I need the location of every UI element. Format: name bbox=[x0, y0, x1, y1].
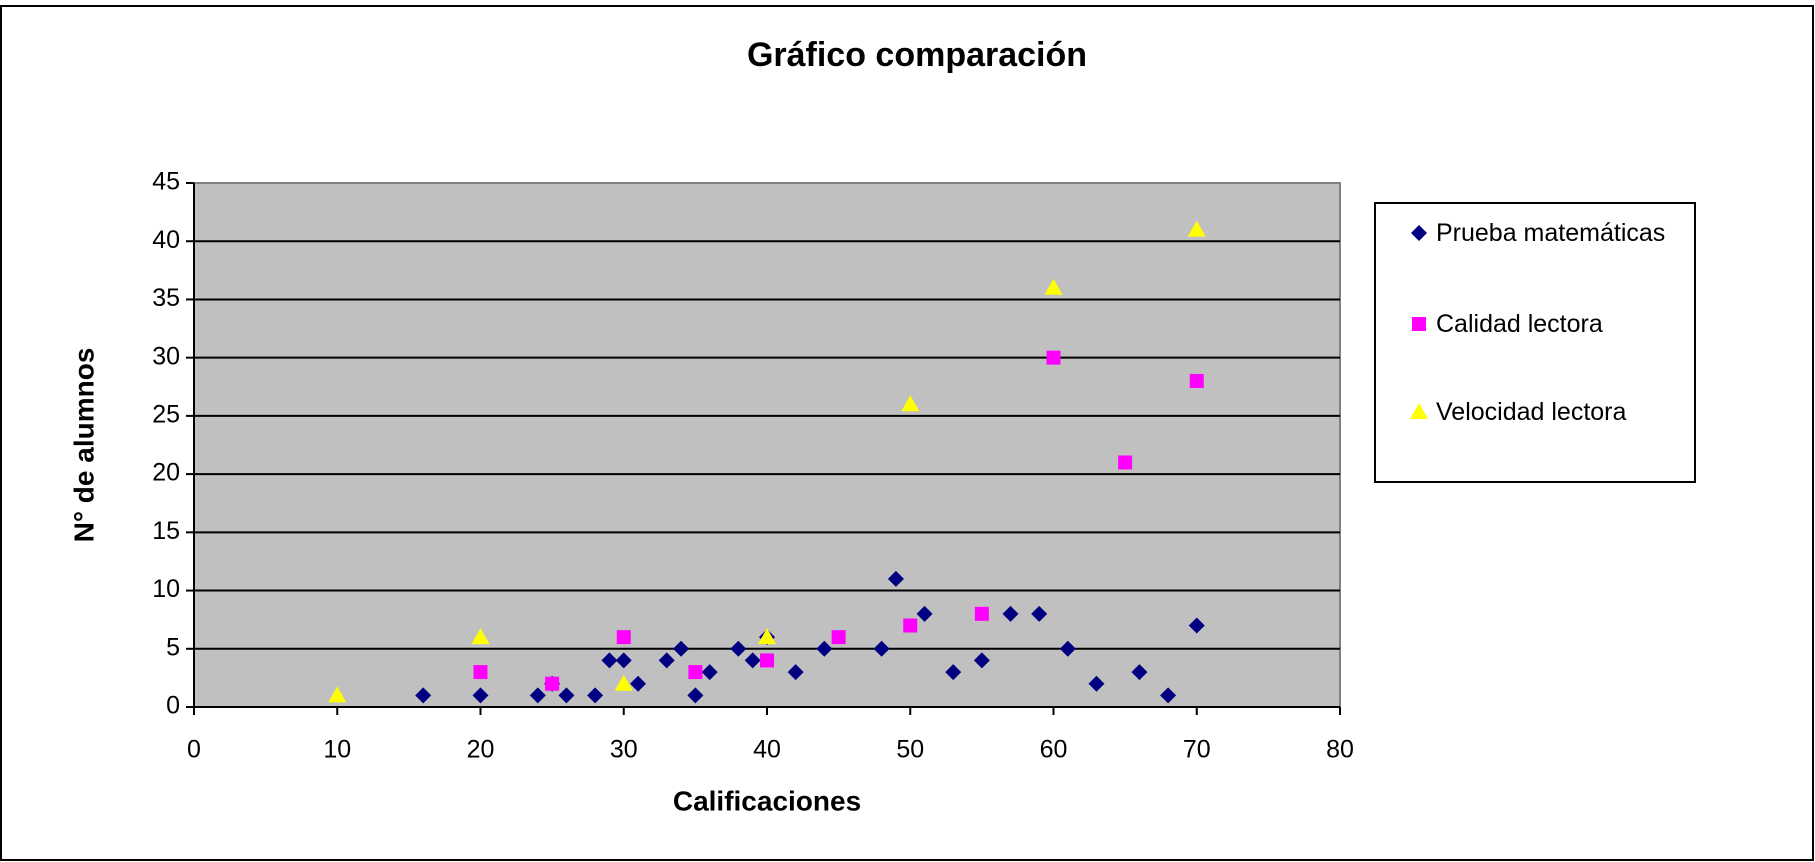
point bbox=[903, 618, 918, 633]
point bbox=[1131, 664, 1148, 681]
point bbox=[1046, 350, 1061, 365]
plot-area bbox=[193, 182, 1341, 708]
point bbox=[1118, 455, 1133, 470]
point bbox=[328, 686, 347, 703]
legend-label: Velocidad lectora bbox=[1436, 398, 1627, 426]
point bbox=[1160, 687, 1177, 704]
point bbox=[616, 630, 631, 645]
point bbox=[1189, 373, 1204, 388]
legend-entry: Velocidad lectora bbox=[1436, 398, 1627, 426]
point bbox=[687, 687, 704, 704]
point bbox=[688, 665, 703, 680]
x-tick-label: 50 bbox=[896, 736, 924, 764]
y-tick-label: 25 bbox=[152, 400, 180, 428]
legend bbox=[1374, 202, 1696, 483]
x-tick-label: 80 bbox=[1326, 736, 1354, 764]
point bbox=[916, 605, 933, 622]
y-tick-label: 0 bbox=[166, 692, 180, 720]
y-tick-label: 5 bbox=[166, 633, 180, 661]
point bbox=[545, 676, 560, 691]
legend-label: Prueba matemáticas bbox=[1436, 219, 1666, 247]
x-tick-label: 70 bbox=[1183, 736, 1211, 764]
x-tick-label: 40 bbox=[753, 736, 781, 764]
point bbox=[974, 606, 989, 621]
legend-marker bbox=[1410, 403, 1428, 419]
x-tick-label: 30 bbox=[610, 736, 638, 764]
legend-marker bbox=[1412, 317, 1426, 331]
x-tick-label: 10 bbox=[323, 736, 351, 764]
point bbox=[816, 640, 833, 657]
legend-entry: Prueba matemáticas bbox=[1436, 219, 1666, 247]
point bbox=[760, 653, 774, 668]
point bbox=[615, 652, 632, 669]
y-tick-label: 40 bbox=[152, 226, 180, 254]
chart-title: Gráfico comparación bbox=[747, 36, 1087, 74]
point bbox=[472, 687, 489, 704]
point bbox=[558, 687, 575, 704]
y-axis-label: N° de alumnos bbox=[68, 348, 99, 543]
point bbox=[673, 640, 690, 657]
y-tick-label: 45 bbox=[152, 168, 180, 196]
point bbox=[473, 665, 488, 680]
point bbox=[873, 640, 890, 657]
x-tick-label: 60 bbox=[1040, 736, 1068, 764]
point bbox=[658, 652, 675, 669]
legend-entry: Calidad lectora bbox=[1436, 310, 1603, 338]
x-tick-label: 0 bbox=[187, 736, 201, 764]
point bbox=[587, 687, 604, 704]
y-tick-label: 15 bbox=[152, 517, 180, 545]
point bbox=[1031, 605, 1048, 622]
point bbox=[614, 674, 633, 691]
point bbox=[887, 570, 904, 587]
point bbox=[601, 652, 618, 669]
point bbox=[945, 664, 962, 681]
legend-label: Calidad lectora bbox=[1436, 310, 1603, 338]
point bbox=[415, 687, 432, 704]
y-tick-label: 30 bbox=[152, 342, 180, 370]
y-tick-label: 20 bbox=[152, 459, 180, 487]
point bbox=[471, 628, 490, 645]
point bbox=[1188, 617, 1205, 634]
point bbox=[831, 630, 846, 645]
point bbox=[744, 652, 761, 669]
y-tick-label: 35 bbox=[152, 284, 180, 312]
point bbox=[758, 628, 776, 645]
point bbox=[1059, 640, 1076, 657]
y-tick-label: 10 bbox=[152, 575, 180, 603]
point bbox=[529, 687, 546, 704]
point bbox=[1044, 278, 1063, 295]
point bbox=[630, 675, 647, 692]
point bbox=[901, 395, 920, 412]
point bbox=[730, 640, 747, 657]
x-tick-label: 20 bbox=[467, 736, 495, 764]
point bbox=[1002, 605, 1019, 622]
point bbox=[973, 652, 990, 669]
x-axis-label: Calificaciones bbox=[673, 785, 861, 816]
point bbox=[1088, 675, 1105, 692]
point bbox=[1187, 220, 1206, 237]
point bbox=[787, 664, 804, 681]
legend-marker bbox=[1411, 225, 1427, 241]
point bbox=[701, 664, 718, 681]
